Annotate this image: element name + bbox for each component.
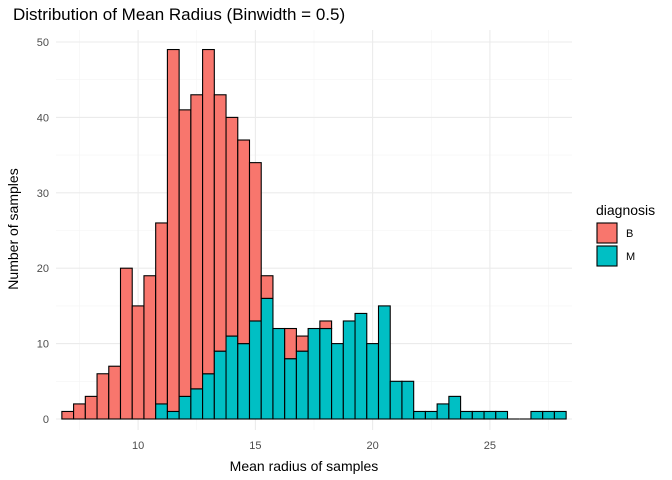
bar-m bbox=[366, 343, 380, 420]
x-tick-label: 15 bbox=[249, 440, 261, 452]
bar-b bbox=[190, 94, 204, 390]
bar-m bbox=[530, 410, 544, 420]
bar-b bbox=[213, 94, 227, 352]
bar-b bbox=[61, 410, 75, 420]
bar-m bbox=[248, 320, 262, 420]
bar-m bbox=[553, 410, 567, 420]
bar-b bbox=[284, 327, 297, 360]
bar-m bbox=[331, 343, 344, 420]
y-tick-label: 40 bbox=[37, 112, 49, 124]
bar-m bbox=[225, 335, 239, 420]
bar-m bbox=[424, 410, 438, 420]
y-axis-title: Number of samples bbox=[5, 168, 21, 289]
x-axis-ticks: 10 15 20 25 bbox=[132, 440, 496, 452]
bar-m bbox=[436, 403, 450, 420]
bar-m bbox=[377, 305, 391, 420]
x-tick-label: 20 bbox=[367, 440, 379, 452]
bar-b bbox=[295, 335, 309, 352]
bar-b bbox=[225, 116, 239, 337]
bar-m bbox=[342, 320, 356, 420]
bar-b bbox=[202, 48, 215, 375]
legend-key-m bbox=[596, 245, 618, 267]
bar-b bbox=[96, 373, 110, 420]
y-axis-ticks: 0 10 20 30 40 50 bbox=[37, 37, 49, 426]
bar-b bbox=[166, 48, 180, 413]
legend-title: diagnosis bbox=[596, 202, 655, 218]
bar-m bbox=[460, 410, 473, 420]
bar-m bbox=[190, 388, 204, 420]
bar-b bbox=[119, 267, 133, 420]
bar-b bbox=[108, 365, 122, 420]
x-axis-title: Mean radius of samples bbox=[230, 458, 379, 474]
bar-b bbox=[73, 403, 86, 420]
bar-m bbox=[401, 380, 415, 420]
bar-m bbox=[495, 410, 509, 420]
bar-b bbox=[143, 275, 157, 420]
bar-m bbox=[354, 312, 368, 420]
y-tick-label: 30 bbox=[37, 188, 49, 200]
legend-label-b: B bbox=[626, 228, 633, 240]
bar-m bbox=[284, 358, 297, 420]
legend: diagnosis B M bbox=[596, 202, 655, 267]
bar-b bbox=[260, 275, 274, 299]
bar-m bbox=[483, 410, 497, 420]
bar-m bbox=[389, 380, 403, 420]
bar-m bbox=[542, 410, 555, 420]
bar-m bbox=[166, 410, 180, 420]
bar-b bbox=[155, 222, 168, 405]
bar-m bbox=[295, 350, 309, 420]
bar-m bbox=[319, 327, 333, 420]
bar-b bbox=[248, 162, 262, 322]
bar-m bbox=[307, 327, 321, 420]
bar-m bbox=[448, 395, 462, 420]
bars bbox=[61, 48, 567, 420]
legend-label-m: M bbox=[626, 251, 635, 263]
bar-b bbox=[178, 109, 192, 397]
bar-b bbox=[131, 305, 145, 420]
bar-b bbox=[84, 395, 98, 420]
bar-m bbox=[413, 410, 426, 420]
bar-m bbox=[178, 395, 192, 420]
x-tick-label: 25 bbox=[484, 440, 496, 452]
bar-m bbox=[213, 350, 227, 420]
bar-b bbox=[237, 139, 251, 345]
bar-m bbox=[202, 373, 215, 420]
chart-title: Distribution of Mean Radius (Binwidth = … bbox=[13, 5, 345, 24]
legend-key-b bbox=[596, 222, 618, 244]
bar-m bbox=[155, 403, 168, 420]
bar-m bbox=[237, 343, 251, 420]
bar-m bbox=[471, 410, 485, 420]
x-tick-label: 10 bbox=[132, 440, 144, 452]
bar-b bbox=[319, 320, 333, 330]
y-tick-label: 50 bbox=[37, 37, 49, 49]
y-tick-label: 0 bbox=[43, 414, 49, 426]
bar-m bbox=[272, 327, 286, 420]
bar-m bbox=[260, 297, 274, 420]
y-tick-label: 20 bbox=[37, 263, 49, 275]
y-tick-label: 10 bbox=[37, 339, 49, 351]
